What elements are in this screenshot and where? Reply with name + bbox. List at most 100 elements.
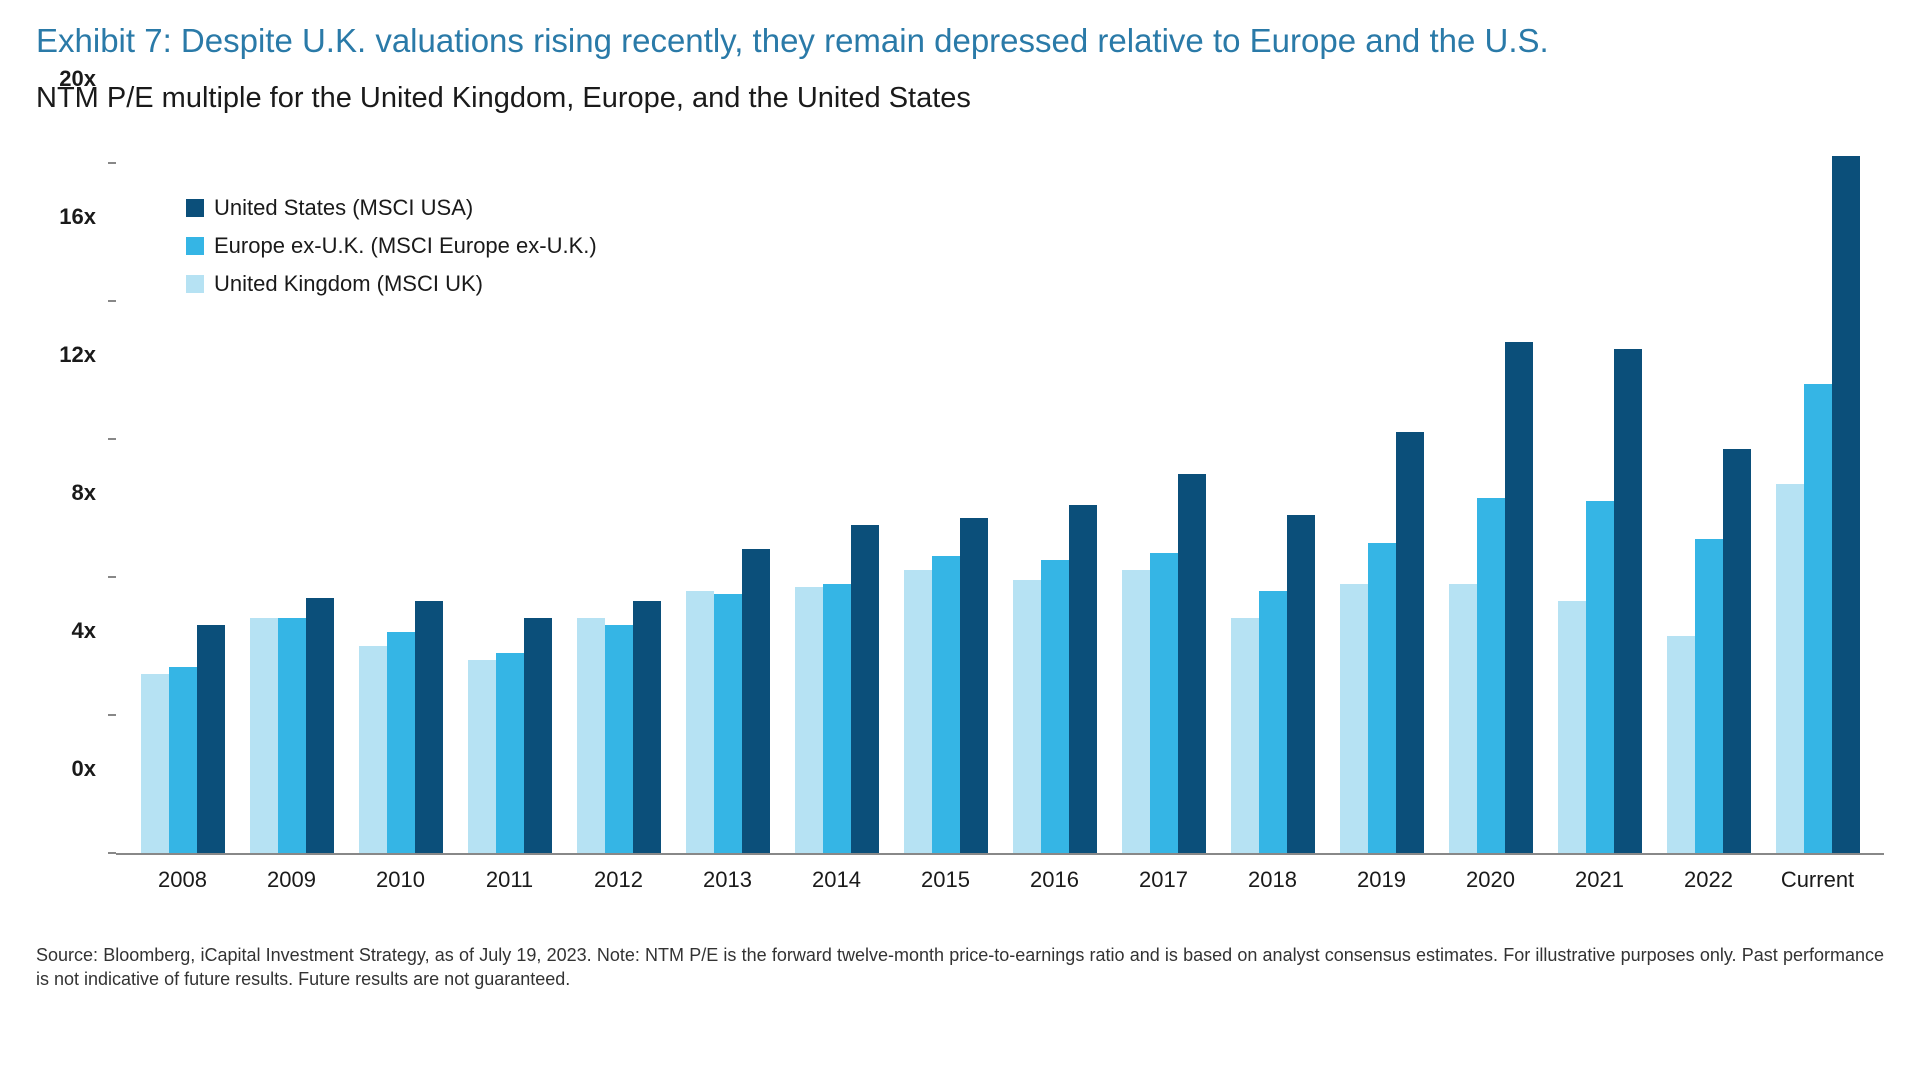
x-tick-label: 2010 bbox=[346, 867, 455, 893]
bar-group bbox=[346, 601, 455, 853]
bar bbox=[1069, 505, 1097, 853]
bar-group bbox=[1763, 156, 1872, 853]
bar bbox=[306, 598, 334, 853]
chart-container: 0x4x8x12x16x20x United States (MSCI USA)… bbox=[36, 165, 1884, 915]
bar-group bbox=[891, 518, 1000, 853]
bar bbox=[1449, 584, 1477, 853]
bar bbox=[605, 625, 633, 853]
bar bbox=[1396, 432, 1424, 853]
bar bbox=[1041, 560, 1069, 853]
bar bbox=[851, 525, 879, 853]
y-tick-mark bbox=[108, 162, 116, 164]
legend-swatch bbox=[186, 275, 204, 293]
x-tick-label: 2018 bbox=[1218, 867, 1327, 893]
legend-item: United States (MSCI USA) bbox=[186, 195, 597, 221]
bar bbox=[250, 618, 278, 853]
bar bbox=[496, 653, 524, 853]
y-tick-mark bbox=[108, 576, 116, 578]
x-tick-label: 2020 bbox=[1436, 867, 1545, 893]
bar bbox=[1259, 591, 1287, 853]
x-tick-label: 2022 bbox=[1654, 867, 1763, 893]
legend-label: United States (MSCI USA) bbox=[214, 195, 473, 221]
bar-group bbox=[673, 549, 782, 853]
bar bbox=[1150, 553, 1178, 853]
legend-label: United Kingdom (MSCI UK) bbox=[214, 271, 483, 297]
bar bbox=[904, 570, 932, 853]
bar-group bbox=[128, 625, 237, 853]
bar bbox=[1776, 484, 1804, 853]
y-tick-label: 16x bbox=[59, 204, 96, 230]
bar bbox=[1287, 515, 1315, 853]
x-tick-label: 2016 bbox=[1000, 867, 1109, 893]
bar-group bbox=[564, 601, 673, 853]
exhibit-title: Exhibit 7: Despite U.K. valuations risin… bbox=[36, 22, 1884, 60]
bar bbox=[387, 632, 415, 853]
bar bbox=[1013, 580, 1041, 853]
x-tick-label: 2015 bbox=[891, 867, 1000, 893]
y-tick-label: 12x bbox=[59, 342, 96, 368]
bar bbox=[686, 591, 714, 853]
legend-label: Europe ex-U.K. (MSCI Europe ex-U.K.) bbox=[214, 233, 597, 259]
y-tick-label: 0x bbox=[72, 756, 96, 782]
bar bbox=[932, 556, 960, 853]
legend-item: United Kingdom (MSCI UK) bbox=[186, 271, 597, 297]
bar bbox=[1477, 498, 1505, 853]
bar bbox=[1804, 384, 1832, 853]
y-tick-label: 4x bbox=[72, 618, 96, 644]
bar bbox=[1832, 156, 1860, 853]
bar bbox=[1614, 349, 1642, 853]
y-tick-label: 8x bbox=[72, 480, 96, 506]
bar-group bbox=[455, 618, 564, 853]
bar-group bbox=[1545, 349, 1654, 853]
bar bbox=[795, 587, 823, 853]
x-tick-label: 2017 bbox=[1109, 867, 1218, 893]
x-tick-label: 2012 bbox=[564, 867, 673, 893]
bar bbox=[1178, 474, 1206, 854]
y-tick-mark bbox=[108, 852, 116, 854]
bar bbox=[1558, 601, 1586, 853]
source-footnote: Source: Bloomberg, iCapital Investment S… bbox=[36, 943, 1884, 992]
x-tick-label: 2019 bbox=[1327, 867, 1436, 893]
y-axis: 0x4x8x12x16x20x bbox=[36, 165, 106, 855]
bar bbox=[524, 618, 552, 853]
x-tick-label: 2009 bbox=[237, 867, 346, 893]
bar bbox=[197, 625, 225, 853]
bar bbox=[1695, 539, 1723, 853]
bar bbox=[468, 660, 496, 853]
bar bbox=[1667, 636, 1695, 853]
bar-group bbox=[1327, 432, 1436, 853]
bar bbox=[169, 667, 197, 853]
bar-group bbox=[1109, 474, 1218, 854]
bar bbox=[141, 674, 169, 853]
bar-group bbox=[1436, 342, 1545, 853]
bar-group bbox=[1000, 505, 1109, 853]
x-axis: 2008200920102011201220132014201520162017… bbox=[116, 855, 1884, 893]
x-tick-label: 2014 bbox=[782, 867, 891, 893]
bar bbox=[1231, 618, 1259, 853]
bar bbox=[742, 549, 770, 853]
x-tick-label: 2008 bbox=[128, 867, 237, 893]
y-tick-label: 20x bbox=[59, 66, 96, 92]
bar-group bbox=[1654, 449, 1763, 853]
bar bbox=[1122, 570, 1150, 853]
bar-group bbox=[237, 598, 346, 853]
chart-subtitle: NTM P/E multiple for the United Kingdom,… bbox=[36, 82, 1884, 115]
x-tick-label: Current bbox=[1763, 867, 1872, 893]
bar-group bbox=[1218, 515, 1327, 853]
legend-item: Europe ex-U.K. (MSCI Europe ex-U.K.) bbox=[186, 233, 597, 259]
bar bbox=[823, 584, 851, 853]
chart-legend: United States (MSCI USA) Europe ex-U.K. (… bbox=[186, 195, 597, 297]
x-tick-label: 2013 bbox=[673, 867, 782, 893]
bar bbox=[960, 518, 988, 853]
legend-swatch bbox=[186, 199, 204, 217]
legend-swatch bbox=[186, 237, 204, 255]
bar bbox=[1505, 342, 1533, 853]
x-tick-label: 2011 bbox=[455, 867, 564, 893]
bar-group bbox=[782, 525, 891, 853]
bar bbox=[1586, 501, 1614, 853]
bar bbox=[359, 646, 387, 853]
bar bbox=[577, 618, 605, 853]
y-tick-mark bbox=[108, 714, 116, 716]
y-tick-mark bbox=[108, 438, 116, 440]
bar bbox=[633, 601, 661, 853]
